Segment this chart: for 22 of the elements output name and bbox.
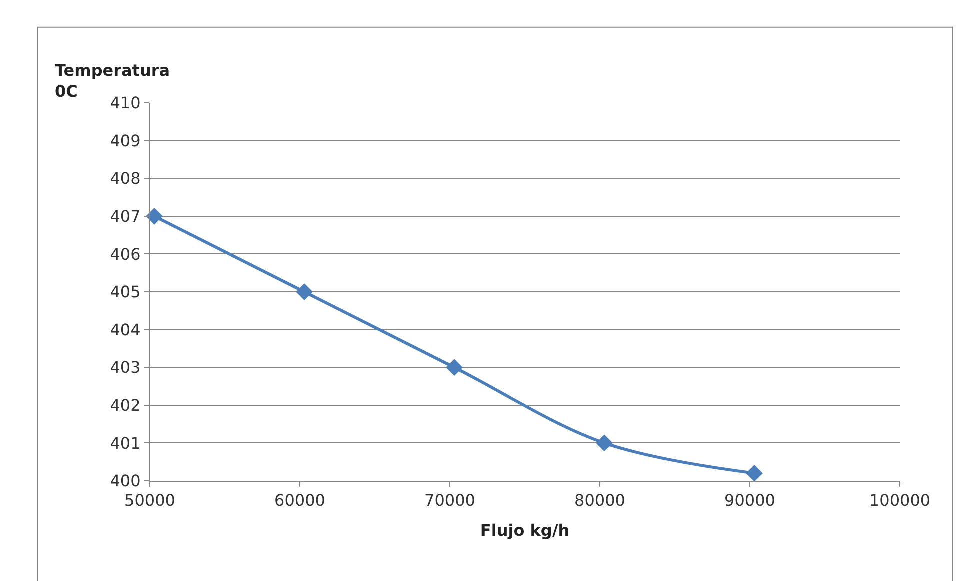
x-tick-label: 90000 — [724, 491, 776, 510]
x-tick-label: 50000 — [124, 491, 176, 510]
x-tick-label: 60000 — [274, 491, 326, 510]
x-axis-title: Flujo kg/h — [480, 520, 570, 540]
x-tick-label: 100000 — [869, 491, 931, 510]
y-tick-label: 401 — [110, 434, 141, 453]
y-tick-label: 409 — [110, 131, 141, 150]
y-tick-label: 402 — [110, 396, 141, 415]
y-tick-label: 404 — [110, 320, 141, 340]
y-tick-label: 405 — [110, 282, 141, 302]
y-tick-label: 403 — [110, 358, 141, 378]
y-tick-label: 407 — [110, 207, 141, 226]
y-tick-label: 406 — [110, 244, 141, 264]
x-tick-label: 80000 — [574, 491, 626, 510]
y-tick-label: 400 — [110, 472, 141, 491]
point — [446, 359, 463, 376]
x-tick-label: 70000 — [424, 491, 476, 510]
point — [596, 434, 613, 452]
y-tick-label: 408 — [110, 169, 141, 188]
point — [296, 284, 313, 300]
point — [146, 208, 163, 225]
point — [746, 464, 763, 482]
